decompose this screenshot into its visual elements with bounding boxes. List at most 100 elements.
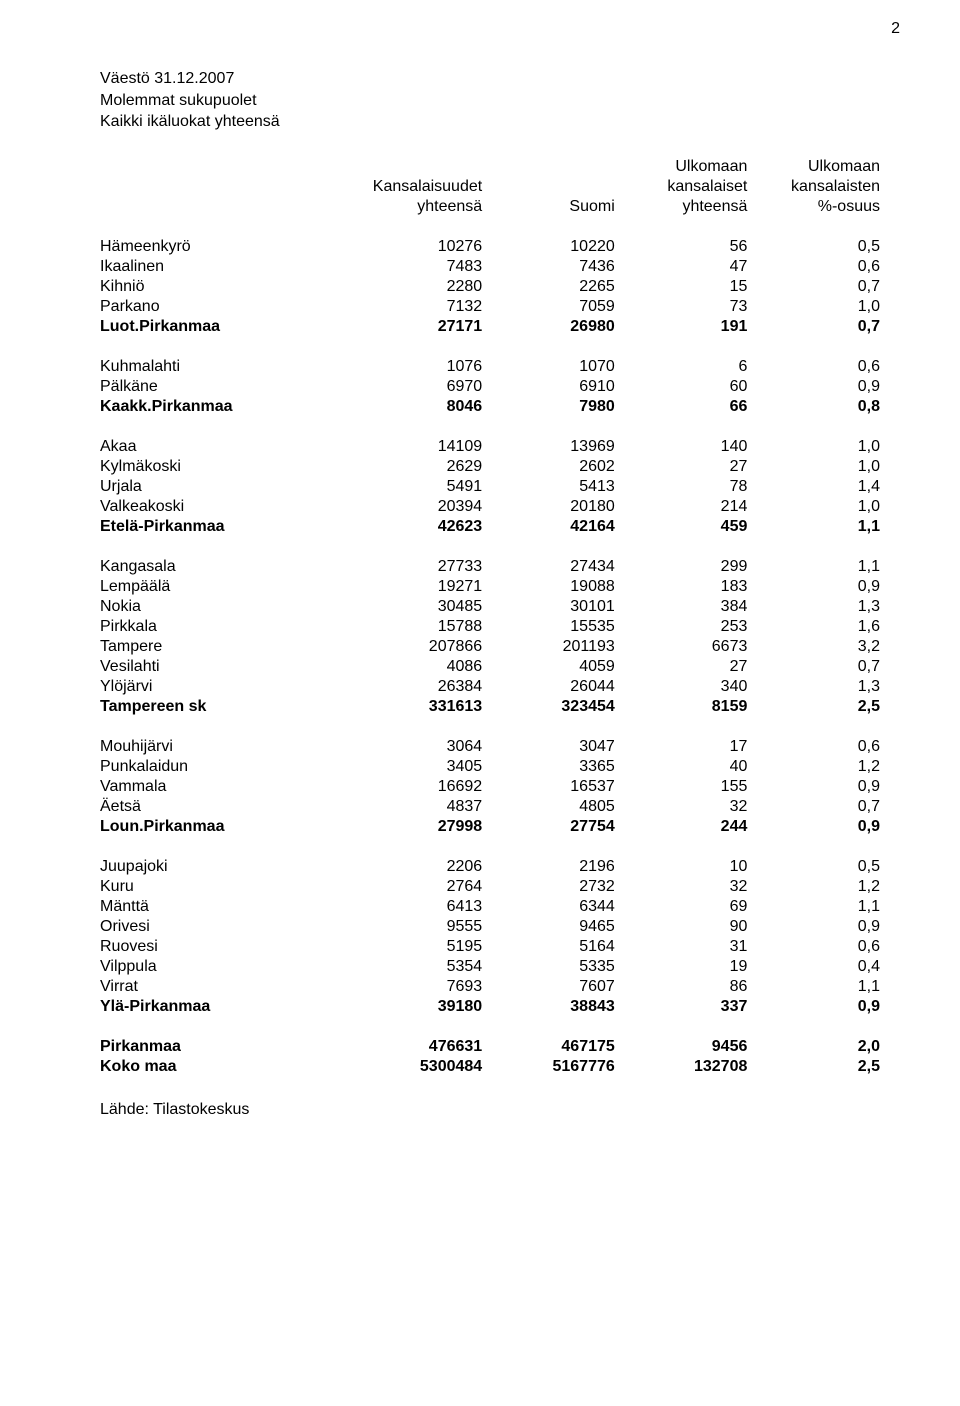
row-value: 32 (615, 797, 748, 817)
row-label: Vesilahti (100, 657, 350, 677)
row-label: Ruovesi (100, 937, 350, 957)
row-value: 1,0 (747, 437, 880, 457)
row-label: Ylä-Pirkanmaa (100, 997, 350, 1017)
row-value: 2764 (350, 877, 483, 897)
row-value: 2196 (482, 857, 615, 877)
title-block: Väestö 31.12.2007 Molemmat sukupuolet Ka… (100, 68, 880, 133)
row-value: 30485 (350, 597, 483, 617)
row-value: 2206 (350, 857, 483, 877)
row-label: Ikaalinen (100, 257, 350, 277)
page: 2 Väestö 31.12.2007 Molemmat sukupuolet … (0, 0, 960, 1406)
row-value: 20180 (482, 497, 615, 517)
table-row: Äetsä48374805320,7 (100, 797, 880, 817)
table-row: Koko maa530048451677761327082,5 (100, 1057, 880, 1077)
row-value: 27754 (482, 817, 615, 837)
row-value: 5491 (350, 477, 483, 497)
row-value: 27733 (350, 557, 483, 577)
row-value: 155 (615, 777, 748, 797)
table-row: Vammala16692165371550,9 (100, 777, 880, 797)
row-value: 5167776 (482, 1057, 615, 1077)
row-value: 6 (615, 357, 748, 377)
table-row: Lempäälä19271190881830,9 (100, 577, 880, 597)
row-value: 1070 (482, 357, 615, 377)
table-row: Vilppula53545335190,4 (100, 957, 880, 977)
row-value: 1,0 (747, 497, 880, 517)
row-value: 32 (615, 877, 748, 897)
row-value: 6970 (350, 377, 483, 397)
row-value: 10 (615, 857, 748, 877)
row-value: 0,9 (747, 917, 880, 937)
table-row: Punkalaidun34053365401,2 (100, 757, 880, 777)
row-value: 2602 (482, 457, 615, 477)
row-value: 10220 (482, 237, 615, 257)
table-row: Tampere20786620119366733,2 (100, 637, 880, 657)
row-value: 5300484 (350, 1057, 483, 1077)
row-value: 27 (615, 457, 748, 477)
row-value: 5164 (482, 937, 615, 957)
row-value: 2265 (482, 277, 615, 297)
row-value: 0,7 (747, 657, 880, 677)
row-value: 7059 (482, 297, 615, 317)
row-value: 2,0 (747, 1037, 880, 1057)
table-row: Pirkkala15788155352531,6 (100, 617, 880, 637)
row-value: 7607 (482, 977, 615, 997)
table-row: Tampereen sk33161332345481592,5 (100, 697, 880, 717)
row-value: 60 (615, 377, 748, 397)
row-label: Punkalaidun (100, 757, 350, 777)
row-label: Vammala (100, 777, 350, 797)
row-value: 16537 (482, 777, 615, 797)
row-value: 19271 (350, 577, 483, 597)
row-value: 4805 (482, 797, 615, 817)
row-value: 331613 (350, 697, 483, 717)
row-value: 10276 (350, 237, 483, 257)
row-value: 244 (615, 817, 748, 837)
table-spacer (100, 1017, 880, 1037)
row-label: Pirkanmaa (100, 1037, 350, 1057)
table-row: Ikaalinen74837436470,6 (100, 257, 880, 277)
row-value: 0,5 (747, 237, 880, 257)
table-row: Kuru27642732321,2 (100, 877, 880, 897)
row-label: Virrat (100, 977, 350, 997)
row-label: Kuru (100, 877, 350, 897)
row-value: 0,9 (747, 577, 880, 597)
row-value: 0,8 (747, 397, 880, 417)
table-row: Pälkäne69706910600,9 (100, 377, 880, 397)
row-label: Kuhmalahti (100, 357, 350, 377)
table-row: Orivesi95559465900,9 (100, 917, 880, 937)
row-value: 15535 (482, 617, 615, 637)
row-label: Pälkäne (100, 377, 350, 397)
table-row: Pirkanmaa47663146717594562,0 (100, 1037, 880, 1057)
row-value: 27171 (350, 317, 483, 337)
row-value: 2629 (350, 457, 483, 477)
row-value: 31 (615, 937, 748, 957)
row-value: 13969 (482, 437, 615, 457)
row-value: 19088 (482, 577, 615, 597)
row-value: 39180 (350, 997, 483, 1017)
row-value: 3405 (350, 757, 483, 777)
row-value: 0,6 (747, 257, 880, 277)
row-value: 1,4 (747, 477, 880, 497)
row-label: Pirkkala (100, 617, 350, 637)
row-value: 1076 (350, 357, 483, 377)
col3-header-line2: Suomi (482, 197, 615, 217)
table-row: Urjala54915413781,4 (100, 477, 880, 497)
row-value: 66 (615, 397, 748, 417)
row-label: Koko maa (100, 1057, 350, 1077)
row-value: 7132 (350, 297, 483, 317)
row-value: 0,5 (747, 857, 880, 877)
row-value: 207866 (350, 637, 483, 657)
row-value: 7436 (482, 257, 615, 277)
row-value: 5354 (350, 957, 483, 977)
row-value: 1,2 (747, 877, 880, 897)
table-row: Nokia30485301013841,3 (100, 597, 880, 617)
source-line: Lähde: Tilastokeskus (100, 1101, 880, 1119)
row-value: 2280 (350, 277, 483, 297)
row-value: 1,0 (747, 457, 880, 477)
table-row: Kihniö22802265150,7 (100, 277, 880, 297)
row-label: Kylmäkoski (100, 457, 350, 477)
row-value: 30101 (482, 597, 615, 617)
row-value: 47 (615, 257, 748, 277)
table-row: Ruovesi51955164310,6 (100, 937, 880, 957)
table-row: Luot.Pirkanmaa27171269801910,7 (100, 317, 880, 337)
row-label: Orivesi (100, 917, 350, 937)
